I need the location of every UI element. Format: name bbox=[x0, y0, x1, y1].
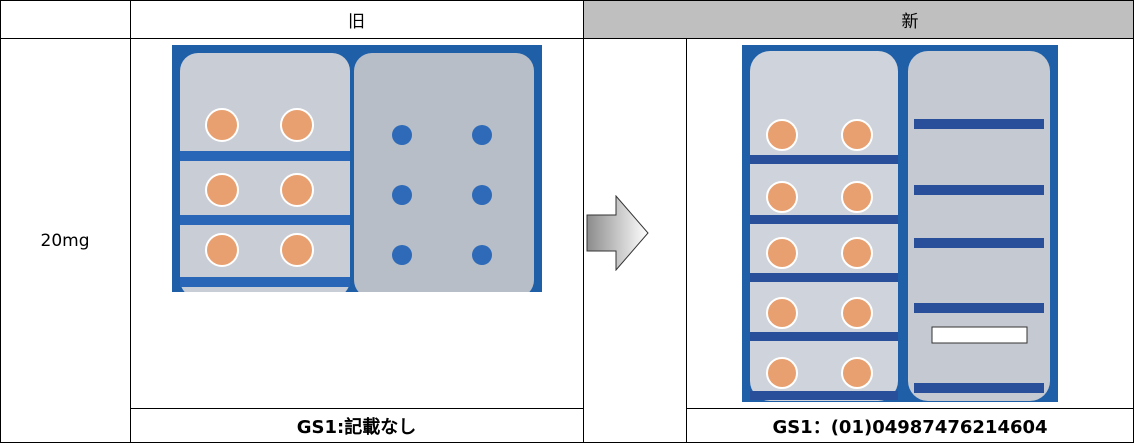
border bbox=[0, 0, 1, 443]
footer-old: GS1:記載なし bbox=[296, 416, 417, 438]
old-package-image bbox=[172, 45, 542, 292]
border bbox=[0, 0, 1134, 1]
border bbox=[130, 0, 131, 443]
row-label: 20mg bbox=[40, 230, 90, 251]
header-new: 新 bbox=[901, 11, 919, 32]
arrow bbox=[586, 195, 649, 271]
border bbox=[583, 0, 584, 443]
new-package-image bbox=[742, 45, 1058, 402]
footer-new: GS1：(01)04987476214604 bbox=[772, 416, 1048, 438]
header-old: 旧 bbox=[348, 11, 365, 32]
border bbox=[686, 408, 1134, 409]
border bbox=[686, 38, 687, 443]
header-bg bbox=[583, 0, 1134, 38]
border bbox=[130, 408, 583, 409]
border bbox=[0, 38, 1134, 39]
